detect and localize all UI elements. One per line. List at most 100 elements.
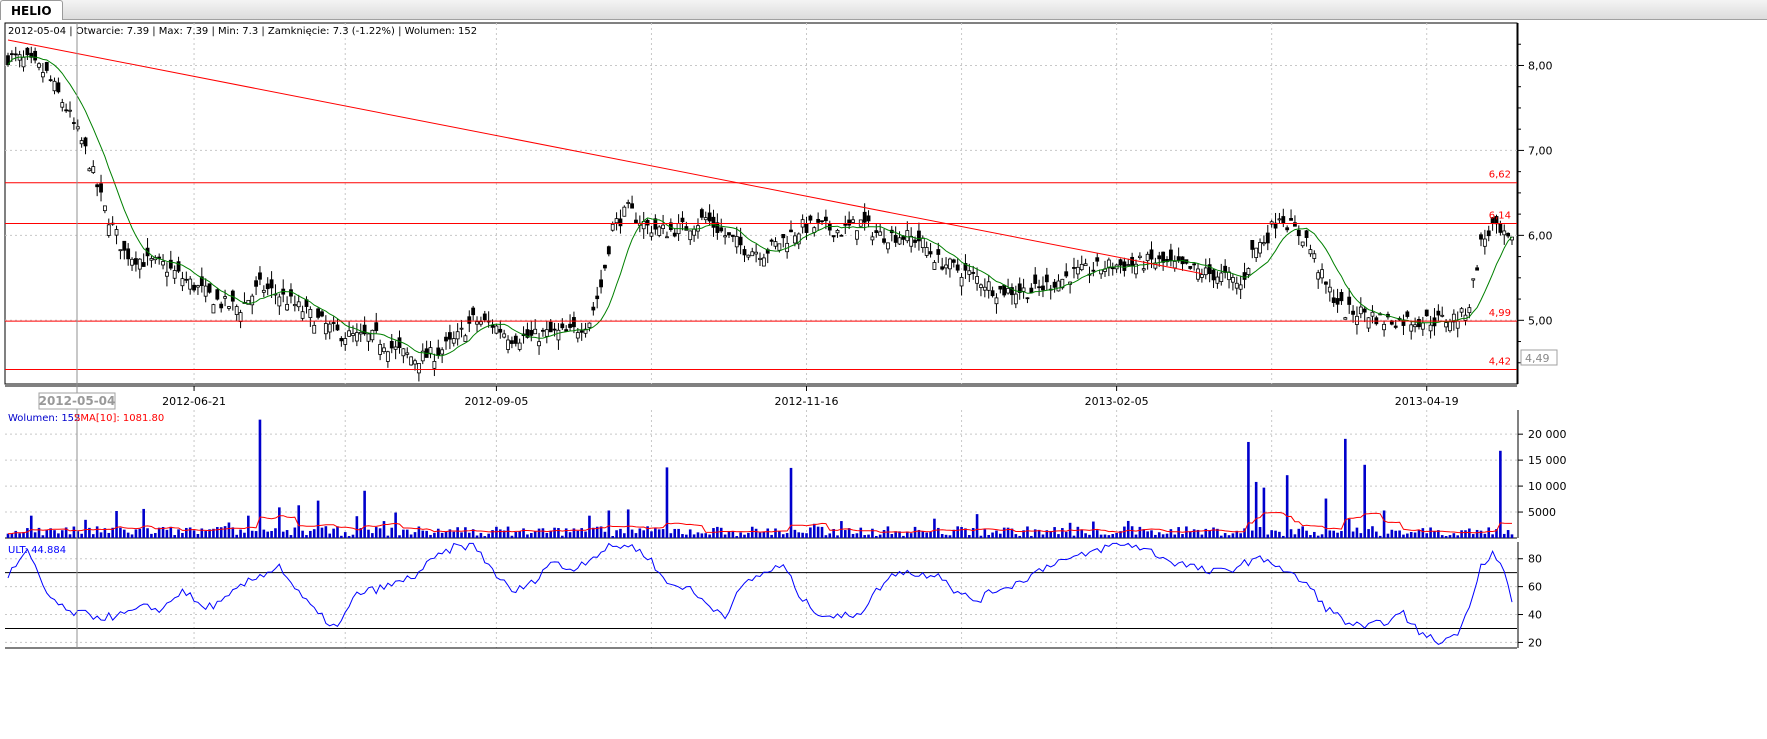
tab-helio[interactable]: HELIO [0, 0, 63, 20]
chart-panel[interactable]: 6,62 6,14 4,99 4,42 8,00 7,00 6,00 5,00 2012-0… [0, 20, 1767, 735]
volume-bar [537, 528, 541, 538]
price-pane[interactable]: 6,62 6,14 4,99 4,42 8,00 7,00 6,00 5,00 2012-0… [4, 22, 1558, 385]
candle-body [568, 323, 572, 328]
candle-body [579, 330, 584, 333]
candle-body [1285, 227, 1290, 231]
candle-body [1475, 267, 1480, 271]
volume-bar [1375, 531, 1378, 538]
candle-body [510, 340, 514, 344]
candle-body [79, 140, 84, 145]
price-tick-label: 6,00 [1528, 229, 1553, 242]
candle-body [823, 216, 828, 222]
candle-body [498, 328, 503, 333]
level-label: 4,42 [1489, 357, 1511, 368]
crosshair-date-box: 2012-05-04 [38, 392, 116, 410]
volume-bar [816, 526, 820, 538]
volume-bar [250, 530, 254, 538]
candle-body [351, 333, 355, 336]
volume-bar [1274, 530, 1277, 538]
volume-bar [1111, 534, 1115, 538]
volume-bar [1022, 530, 1025, 538]
candle-body [1025, 297, 1030, 300]
volume-bar [588, 515, 591, 538]
volume-bar [685, 534, 688, 538]
volume-bar [1138, 526, 1142, 538]
candle-body [544, 329, 549, 337]
candle-body [13, 53, 18, 56]
candle-body [335, 324, 340, 331]
volume-bar [320, 527, 324, 538]
candle-body [1075, 266, 1080, 275]
candle-body [114, 229, 119, 236]
candle-body [1079, 263, 1084, 271]
candle-body [866, 215, 871, 222]
volume-bar [332, 528, 335, 538]
volume-bar [820, 526, 824, 538]
volume-bar [580, 528, 583, 538]
candle-body [1339, 292, 1344, 302]
volume-bar [1406, 533, 1409, 538]
volume-bar [126, 532, 130, 538]
volume-bar [669, 533, 673, 538]
candle-body [1013, 293, 1018, 305]
volume-bar [971, 528, 975, 538]
volume-bar [758, 532, 762, 538]
volume-bar [150, 533, 153, 538]
volume-bar [1126, 520, 1130, 538]
volume-bar [45, 529, 49, 538]
candle-body [1196, 268, 1200, 280]
volume-bar [506, 526, 510, 538]
candle-body [1044, 274, 1049, 283]
candle-body [932, 262, 937, 270]
candle-body [1405, 311, 1410, 317]
volume-bar [359, 528, 363, 538]
volume-bar [1417, 530, 1421, 538]
volume-bar [262, 529, 266, 538]
candle-body [855, 230, 859, 240]
volume-bar [84, 519, 87, 538]
candle-body [575, 332, 580, 339]
volume-bar [595, 526, 599, 538]
volume-bar [568, 532, 572, 538]
candle-body [378, 344, 383, 355]
volume-bar [436, 528, 440, 538]
candle-body [48, 79, 53, 82]
volume-bar [103, 528, 107, 538]
volume-bar [557, 528, 560, 538]
candle-body [490, 324, 495, 328]
candle-body [924, 247, 929, 256]
volume-bar [1378, 535, 1382, 538]
candle-body [661, 224, 665, 229]
candle-body [134, 258, 138, 265]
candle-body [21, 56, 26, 68]
candle-body [777, 243, 782, 251]
trend-line[interactable] [7, 39, 1202, 275]
candle-body [1436, 310, 1441, 316]
info-line: 2012-05-04 | Otwarcie: 7.39 | Max: 7.39 … [8, 26, 477, 37]
candle-body [839, 234, 844, 237]
candle-body [382, 347, 386, 353]
candle-body [967, 270, 972, 275]
ult-pane[interactable]: 80 60 40 20 ULT: 44.884 [5, 542, 1542, 649]
candle-body [808, 215, 813, 221]
candle-body [1455, 320, 1460, 329]
volume-bar [828, 533, 832, 538]
candle-body [1347, 296, 1352, 305]
price-candles[interactable] [6, 46, 1514, 382]
volume-bar [448, 529, 452, 538]
volume-bar [1433, 531, 1436, 538]
volume-bar [1154, 534, 1157, 538]
volume-bar [456, 527, 459, 538]
volume-bar [514, 532, 518, 538]
candle-body [180, 278, 185, 287]
chart-svg[interactable]: 6,62 6,14 4,99 4,42 8,00 7,00 6,00 5,00 2012-0… [0, 20, 1767, 735]
volume-pane[interactable]: 20 000 15 000 10 000 5000 Wolumen: 152 SMA[… [5, 410, 1567, 539]
candle-body [91, 166, 96, 173]
volume-bar [41, 535, 45, 538]
volume-bar [529, 533, 533, 538]
volume-bar [1281, 535, 1285, 538]
volume-bar [1018, 535, 1022, 538]
price-y-axis: 8,00 7,00 6,00 5,00 [1517, 23, 1553, 384]
volume-bar [402, 529, 405, 538]
volume-bar [623, 533, 626, 538]
